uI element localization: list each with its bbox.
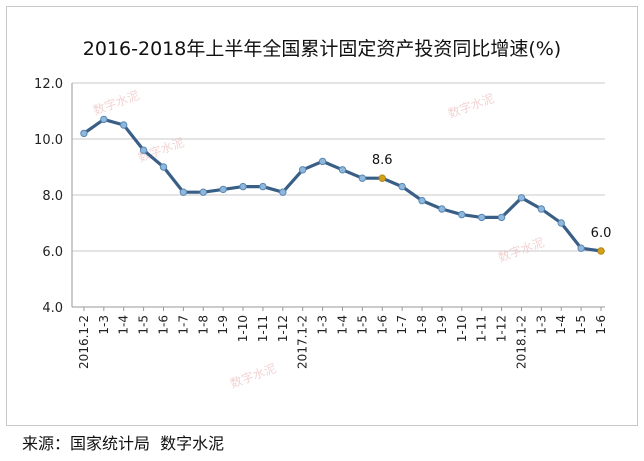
watermark-text: 数字水泥: [446, 90, 496, 121]
data-point: [279, 188, 287, 196]
data-point: [179, 188, 188, 196]
x-tick-label: 1-11: [475, 315, 489, 342]
x-tick-label: 1-9: [216, 315, 230, 335]
x-tick-label: 1-4: [117, 315, 131, 335]
highlight-point: [378, 174, 386, 182]
chart-title: 2016-2018年上半年全国累计固定资产投资同比增速(%): [82, 38, 562, 60]
data-point: [338, 166, 347, 174]
data-point: [159, 163, 168, 171]
data-point: [239, 182, 247, 191]
data-labels: 8.6 6.0: [372, 153, 611, 241]
x-tick-label: 1-5: [137, 315, 151, 335]
x-tick-label: 1-10: [236, 315, 250, 342]
y-tick-label: 8.0: [42, 189, 63, 204]
data-point: [398, 182, 406, 191]
x-tick-label: 1-3: [97, 315, 111, 335]
y-tick-label: 10.0: [34, 133, 63, 148]
data-point: [318, 157, 327, 166]
x-tick-label: 1-12: [495, 315, 509, 342]
x-tick-label: 1-5: [355, 315, 369, 335]
x-tick-label: 1-3: [316, 315, 330, 335]
series-markers: [80, 115, 605, 255]
data-point: [199, 188, 207, 196]
data-point: [458, 210, 466, 219]
data-point: [259, 182, 267, 191]
data-point: [120, 121, 128, 129]
data-label: 6.0: [591, 226, 612, 241]
y-tick-label: 4.0: [42, 301, 63, 316]
chart-frame: [6, 6, 638, 426]
data-point: [477, 213, 486, 222]
x-tick-label: 1-10: [455, 315, 469, 342]
data-point: [537, 205, 546, 213]
x-tick-label: 2018.1-2: [514, 315, 528, 369]
data-point: [100, 115, 108, 124]
data-point: [358, 174, 367, 182]
watermark-text: 数字水泥: [91, 87, 141, 118]
x-tick-label: 1-9: [435, 315, 449, 335]
data-point: [557, 219, 565, 227]
x-tick-label: 1-11: [256, 315, 270, 342]
x-tick-label: 1-6: [594, 315, 608, 335]
data-point: [80, 129, 88, 138]
x-tick-label: 1-8: [196, 315, 210, 335]
x-tick-label: 2017.1-2: [296, 315, 310, 369]
x-tick-label: 1-7: [176, 315, 190, 335]
data-point: [497, 213, 506, 222]
x-tick-label: 2016.1-2: [77, 315, 91, 369]
x-tick-label: 1-12: [276, 315, 290, 342]
y-tick-label: 6.0: [42, 245, 63, 260]
gridlines: [72, 82, 605, 308]
data-label: 8.6: [372, 153, 393, 168]
data-point: [517, 194, 526, 202]
x-tick-label: 1-4: [335, 315, 349, 335]
data-point: [139, 146, 148, 154]
source-note: 来源：国家统计局 数字水泥: [22, 434, 225, 453]
x-tick-label: 1-5: [574, 315, 588, 335]
data-point: [418, 196, 426, 205]
y-tick-label: 12.0: [34, 77, 63, 92]
x-tick-label: 1-8: [415, 315, 429, 335]
highlight-point: [597, 247, 605, 255]
data-point: [219, 185, 227, 194]
x-tick-label: 1-3: [534, 315, 548, 335]
axes: 4.0 6.0 8.0 10.0 12.0 2016.1-2 1-3 1-4 1-5 1-6 1-7…: [34, 77, 608, 369]
data-point: [299, 166, 307, 174]
watermark-text: 数字水泥: [496, 234, 546, 265]
x-tick-label: 1-6: [156, 315, 170, 335]
x-tick-label: 1-7: [395, 315, 409, 335]
x-tick-label: 1-6: [375, 315, 389, 335]
watermark-text: 数字水泥: [228, 360, 278, 391]
data-point: [577, 244, 585, 252]
data-point: [438, 205, 446, 213]
x-tick-label: 1-4: [554, 315, 568, 335]
